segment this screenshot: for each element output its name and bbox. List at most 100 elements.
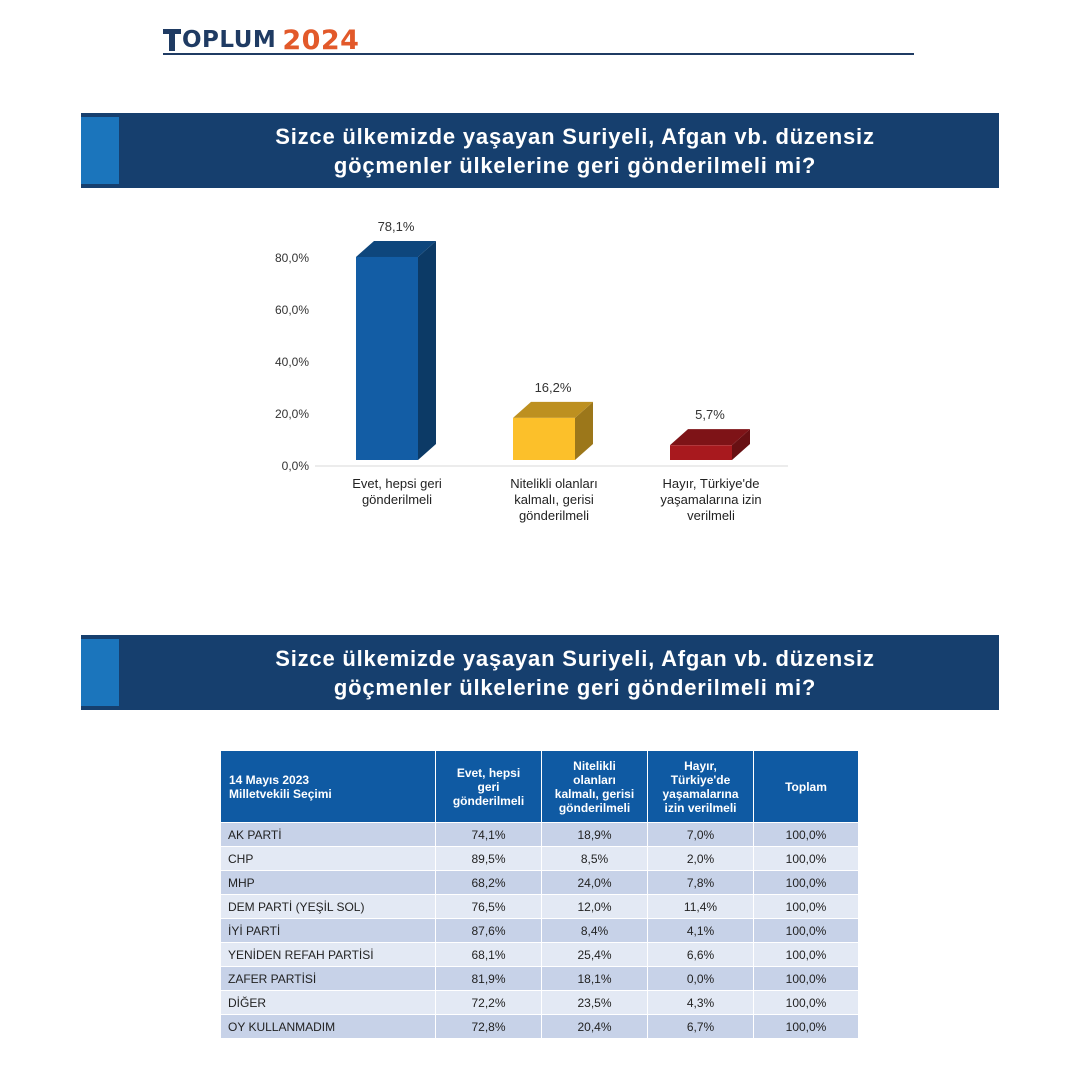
value-cell-toplam: 100,0% [753, 918, 859, 943]
bar-top-face [670, 429, 750, 446]
table-row: AK PARTİ 74,1% 18,9% 7,0% 100,0% [220, 822, 859, 847]
header-line: Evet, hepsi [456, 765, 521, 780]
banner-accent [81, 639, 119, 706]
table-row: OY KULLANMADIM 72,8% 20,4% 6,7% 100,0% [220, 1014, 859, 1039]
header-line: gönderilmeli [558, 800, 631, 815]
table-row: İYİ PARTİ 87,6% 8,4% 4,1% 100,0% [220, 918, 859, 943]
value-cell-nitelikli: 18,9% [541, 822, 648, 847]
value-cell-evet: 87,6% [435, 918, 542, 943]
banner-title-line1: Sizce ülkemizde yaşayan Suriyeli, Afgan … [275, 646, 875, 671]
bar-value-label: 5,7% [695, 407, 725, 422]
value-cell-evet: 74,1% [435, 822, 542, 847]
header-line: Hayır, [684, 758, 717, 773]
table-header-hayir: Hayır, Türkiye'de yaşamalarına izin verilme… [647, 750, 754, 823]
value-cell-evet: 72,2% [435, 990, 542, 1015]
banner-title-line1: Sizce ülkemizde yaşayan Suriyeli, Afgan … [275, 124, 875, 149]
value-cell-nitelikli: 8,4% [541, 918, 648, 943]
banner-title: Sizce ülkemizde yaşayan Suriyeli, Afgan … [191, 122, 959, 180]
header-line: izin verilmeli [664, 800, 737, 815]
value-cell-hayir: 4,1% [647, 918, 754, 943]
value-cell-nitelikli: 8,5% [541, 846, 648, 871]
y-tick-label: 40,0% [275, 355, 309, 369]
value-cell-hayir: 11,4% [647, 894, 754, 919]
value-cell-hayir: 2,0% [647, 846, 754, 871]
question-banner-chart: Sizce ülkemizde yaşayan Suriyeli, Afgan … [81, 113, 999, 188]
value-cell-nitelikli: 24,0% [541, 870, 648, 895]
party-name-cell: ZAFER PARTİSİ [220, 966, 436, 991]
value-cell-nitelikli: 12,0% [541, 894, 648, 919]
bar-2 [670, 429, 750, 460]
value-cell-hayir: 7,8% [647, 870, 754, 895]
value-cell-evet: 81,9% [435, 966, 542, 991]
x-category-label: kalmalı, gerisi [514, 492, 594, 507]
bar-chart: 0,0% 20,0% 40,0% 60,0% 80,0% 78,1% Evet, hepsi… [275, 219, 788, 523]
banner-title-line2: göçmenler ülkelerine geri gönderilmeli m… [333, 153, 817, 178]
value-cell-toplam: 100,0% [753, 942, 859, 967]
value-cell-evet: 68,2% [435, 870, 542, 895]
results-table: 14 Mayıs 2023 Milletvekili Seçimi Evet, … [220, 750, 859, 1039]
table-row: ZAFER PARTİSİ 81,9% 18,1% 0,0% 100,0% [220, 966, 859, 991]
value-cell-evet: 72,8% [435, 1014, 542, 1039]
banner-title: Sizce ülkemizde yaşayan Suriyeli, Afgan … [191, 644, 959, 702]
logo-brand-text: OPLUM [182, 27, 277, 53]
value-cell-hayir: 4,3% [647, 990, 754, 1015]
header-line: Toplam [785, 779, 827, 794]
bar-front-face [513, 417, 575, 460]
x-category-label: Evet, hepsi geri [352, 476, 442, 491]
table-header-election: 14 Mayıs 2023 Milletvekili Seçimi [220, 750, 436, 823]
question-banner-table: Sizce ülkemizde yaşayan Suriyeli, Afgan … [81, 635, 999, 710]
x-category-label: yaşamalarına izin [660, 492, 761, 507]
x-category-label: gönderilmeli [519, 508, 589, 523]
bar-top-face [513, 401, 593, 418]
x-category-label: Hayır, Türkiye'de [663, 476, 760, 491]
header-line: gönderilmeli [452, 793, 525, 808]
value-cell-hayir: 6,7% [647, 1014, 754, 1039]
table-row: CHP 89,5% 8,5% 2,0% 100,0% [220, 846, 859, 871]
logo-t-mark [163, 29, 181, 51]
bar-side-face [418, 240, 436, 460]
value-cell-nitelikli: 20,4% [541, 1014, 648, 1039]
party-name-cell: İYİ PARTİ [220, 918, 436, 943]
party-name-cell: MHP [220, 870, 436, 895]
value-cell-nitelikli: 23,5% [541, 990, 648, 1015]
value-cell-toplam: 100,0% [753, 894, 859, 919]
value-cell-toplam: 100,0% [753, 966, 859, 991]
header-line: Nitelikli [573, 758, 616, 773]
bar-top-face [356, 240, 436, 257]
x-category-label: verilmeli [687, 508, 735, 523]
brand-logo: OPLUM 2024 [163, 22, 359, 58]
value-cell-nitelikli: 25,4% [541, 942, 648, 967]
header-election-name: Milletvekili Seçimi [229, 786, 332, 801]
value-cell-evet: 76,5% [435, 894, 542, 919]
bar-front-face [670, 445, 732, 460]
table-header-evet: Evet, hepsi geri gönderilmeli [435, 750, 542, 823]
value-cell-hayir: 7,0% [647, 822, 754, 847]
table-row: MHP 68,2% 24,0% 7,8% 100,0% [220, 870, 859, 895]
table-row: YENİDEN REFAH PARTİSİ 68,1% 25,4% 6,6% 100,0… [220, 942, 859, 967]
value-cell-toplam: 100,0% [753, 870, 859, 895]
header-election-date: 14 Mayıs 2023 [229, 772, 310, 787]
party-name-cell: OY KULLANMADIM [220, 1014, 436, 1039]
value-cell-toplam: 100,0% [753, 822, 859, 847]
header-line: Türkiye'de [670, 772, 731, 787]
header-line: yaşamalarına [662, 786, 739, 801]
logo-year: 2024 [282, 24, 360, 56]
banner-accent [81, 117, 119, 184]
value-cell-nitelikli: 18,1% [541, 966, 648, 991]
table-header-nitelikli: Nitelikli olanları kalmalı, gerisi gönderil… [541, 750, 648, 823]
header-line: kalmalı, gerisi [554, 786, 635, 801]
value-cell-toplam: 100,0% [753, 1014, 859, 1039]
header-line: olanları [573, 772, 616, 787]
value-cell-evet: 68,1% [435, 942, 542, 967]
y-tick-label: 0,0% [282, 459, 310, 473]
party-name-cell: AK PARTİ [220, 822, 436, 847]
header-divider [163, 53, 914, 55]
value-cell-hayir: 6,6% [647, 942, 754, 967]
value-cell-evet: 89,5% [435, 846, 542, 871]
y-tick-label: 60,0% [275, 303, 309, 317]
bar-value-label: 78,1% [378, 219, 415, 234]
bar-1 [513, 401, 593, 460]
y-tick-label: 20,0% [275, 407, 309, 421]
x-category-label: gönderilmeli [362, 492, 432, 507]
value-cell-hayir: 0,0% [647, 966, 754, 991]
